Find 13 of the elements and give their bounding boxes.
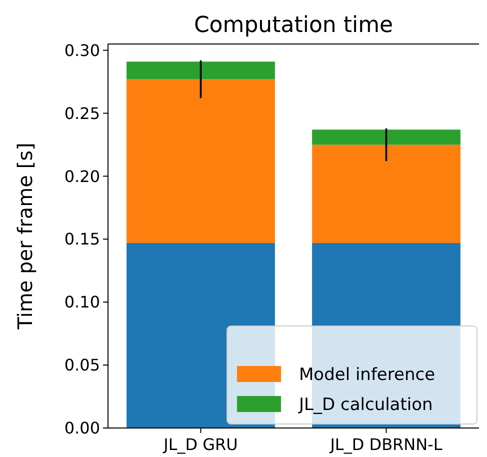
chart-title: Computation time [194, 13, 394, 38]
y-tick-label: 0.30 [64, 40, 100, 60]
x-tick-label: JL_D DBRNN-L [329, 435, 442, 454]
y-axis-title: Time per frame [s] [13, 142, 37, 330]
y-tick-label: 0.25 [64, 104, 100, 123]
legend-label: Model inference [299, 364, 436, 385]
legend-label: JL_D calculation [298, 394, 433, 415]
y-tick-label: 0.10 [64, 292, 100, 312]
y-tick-label: 0.05 [64, 356, 100, 375]
y-tick-label: 0.15 [64, 230, 100, 249]
y-tick-label: 0.00 [64, 418, 100, 438]
y-tick-label: 0.20 [64, 166, 100, 186]
x-tick-label: JL_D GRU [162, 435, 238, 454]
